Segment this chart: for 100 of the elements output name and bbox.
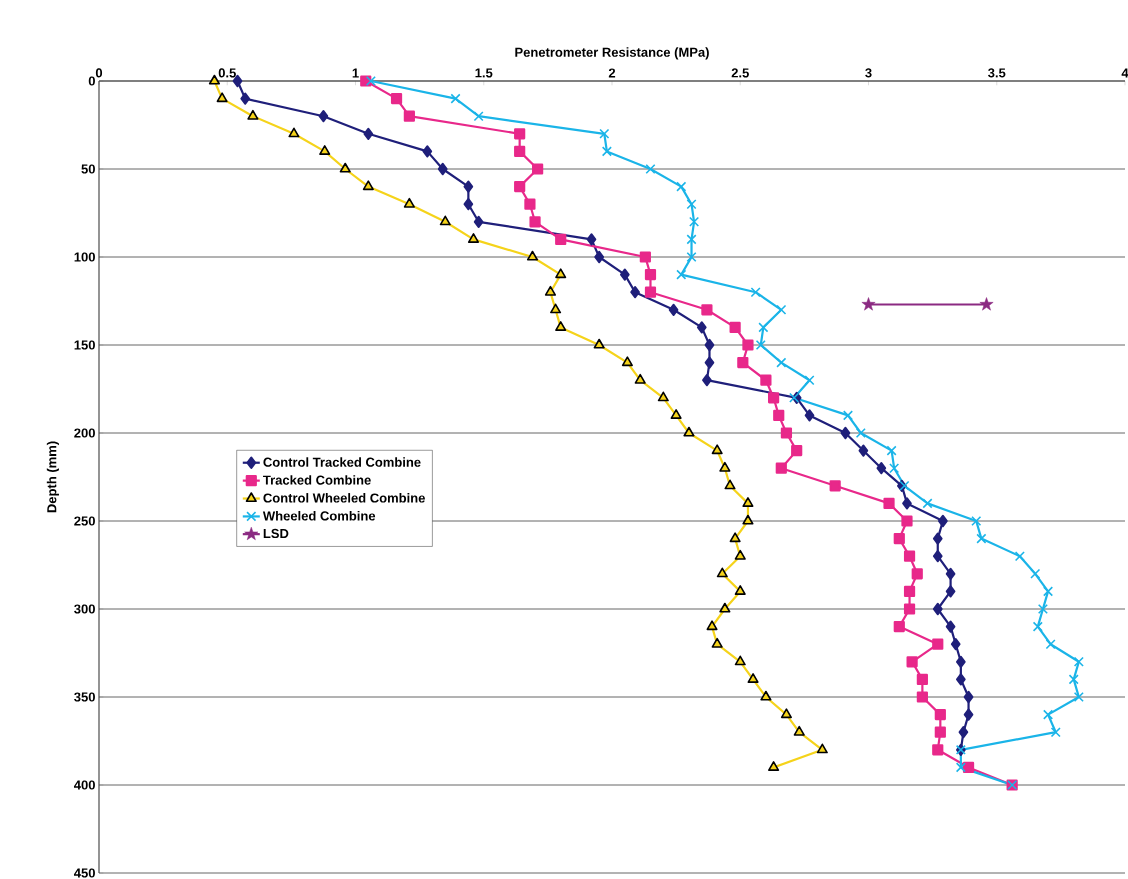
point bbox=[768, 761, 780, 771]
point bbox=[473, 111, 484, 122]
legend-label: Control Wheeled Combine bbox=[263, 493, 425, 503]
point bbox=[776, 304, 787, 315]
point bbox=[932, 550, 943, 563]
point bbox=[883, 497, 895, 509]
point bbox=[901, 515, 913, 527]
point bbox=[621, 356, 633, 367]
point bbox=[463, 180, 474, 193]
point bbox=[916, 691, 928, 703]
point bbox=[639, 251, 651, 263]
point bbox=[216, 92, 228, 103]
point bbox=[247, 109, 259, 120]
point bbox=[711, 637, 723, 648]
x-tick-label: 0 bbox=[95, 68, 103, 78]
point bbox=[729, 532, 741, 543]
point bbox=[1073, 691, 1084, 703]
point bbox=[760, 374, 772, 386]
point bbox=[793, 725, 805, 736]
y-tick-label: 50 bbox=[81, 164, 95, 174]
point bbox=[734, 549, 746, 560]
y-tick-label: 450 bbox=[73, 868, 95, 878]
point bbox=[339, 162, 351, 173]
y-tick-label: 150 bbox=[74, 340, 95, 350]
point bbox=[916, 673, 928, 685]
point bbox=[742, 514, 754, 525]
point bbox=[686, 234, 697, 245]
point bbox=[889, 463, 900, 474]
point bbox=[734, 655, 746, 666]
point bbox=[619, 268, 630, 281]
point bbox=[1043, 586, 1054, 597]
legend-label: Control Tracked Combine bbox=[263, 457, 421, 467]
x-tick-label: 1.5 bbox=[475, 68, 493, 78]
point bbox=[956, 655, 966, 668]
point bbox=[668, 303, 679, 316]
point bbox=[599, 128, 610, 139]
point bbox=[670, 409, 682, 419]
point bbox=[208, 74, 220, 85]
point bbox=[467, 233, 480, 243]
point bbox=[550, 303, 562, 314]
point bbox=[903, 603, 916, 615]
point bbox=[390, 93, 403, 105]
point bbox=[716, 567, 728, 578]
point bbox=[775, 462, 787, 474]
point bbox=[711, 444, 723, 455]
point bbox=[240, 92, 251, 105]
point bbox=[365, 75, 376, 87]
point bbox=[955, 762, 966, 773]
point bbox=[932, 744, 944, 756]
point bbox=[594, 250, 605, 264]
x-tick-label: 1 bbox=[352, 68, 359, 78]
x-axis-title: Penetrometer Resistance (MPa) bbox=[515, 47, 709, 60]
point bbox=[842, 410, 854, 421]
point bbox=[645, 163, 656, 175]
point bbox=[1043, 709, 1054, 720]
point bbox=[686, 251, 697, 263]
point bbox=[945, 567, 956, 580]
point bbox=[702, 374, 712, 387]
point bbox=[529, 216, 541, 228]
x-tick-label: 3.5 bbox=[988, 68, 1006, 78]
point bbox=[630, 286, 640, 299]
point bbox=[706, 620, 718, 631]
point bbox=[1037, 603, 1048, 615]
point bbox=[932, 602, 943, 616]
point bbox=[704, 356, 715, 369]
point bbox=[804, 409, 815, 422]
point bbox=[1050, 727, 1061, 738]
point bbox=[719, 602, 731, 613]
point bbox=[742, 497, 754, 507]
legend-label: Tracked Combine bbox=[263, 475, 371, 485]
point bbox=[886, 445, 897, 456]
point bbox=[634, 373, 646, 384]
point bbox=[1030, 568, 1041, 579]
point bbox=[858, 444, 869, 457]
point bbox=[704, 338, 715, 352]
point bbox=[686, 199, 697, 210]
point bbox=[906, 656, 918, 668]
point bbox=[893, 533, 905, 545]
point bbox=[593, 338, 605, 349]
point bbox=[403, 110, 415, 122]
point bbox=[855, 427, 866, 439]
point bbox=[829, 480, 841, 492]
y-tick-label: 0 bbox=[88, 76, 95, 86]
point bbox=[1045, 639, 1056, 650]
point bbox=[903, 585, 916, 597]
point bbox=[437, 162, 448, 176]
point bbox=[861, 297, 876, 311]
point bbox=[1068, 674, 1079, 685]
point bbox=[463, 198, 474, 211]
point bbox=[747, 673, 759, 683]
point bbox=[724, 479, 736, 490]
point bbox=[514, 128, 526, 140]
point bbox=[780, 708, 792, 719]
point bbox=[689, 216, 700, 227]
point bbox=[696, 321, 707, 334]
legend-label: LSD bbox=[263, 528, 289, 539]
point bbox=[934, 709, 946, 721]
point bbox=[601, 146, 612, 157]
point bbox=[737, 357, 749, 369]
point bbox=[526, 250, 539, 261]
